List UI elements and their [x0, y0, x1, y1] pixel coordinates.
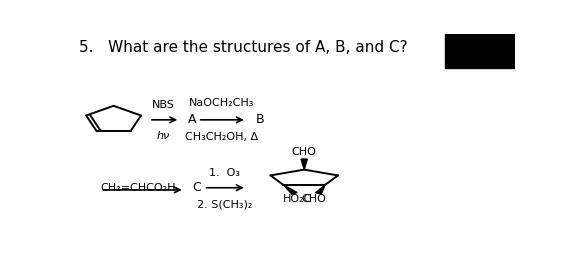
Text: hν: hν	[157, 131, 170, 141]
Text: B: B	[256, 113, 264, 126]
Polygon shape	[301, 159, 307, 170]
Text: 1.  O₃: 1. O₃	[209, 168, 240, 178]
Text: 5.   What are the structures of A, B, and C?: 5. What are the structures of A, B, and …	[80, 40, 408, 55]
Polygon shape	[316, 185, 325, 194]
Text: HO₂C: HO₂C	[283, 194, 312, 204]
Text: CH₃CH₂OH, Δ: CH₃CH₂OH, Δ	[185, 132, 258, 142]
Text: CHO: CHO	[301, 194, 326, 204]
Bar	[445, 34, 515, 68]
Text: A: A	[188, 113, 196, 126]
Text: 2. S(CH₃)₂: 2. S(CH₃)₂	[197, 200, 252, 210]
Text: NBS: NBS	[152, 100, 175, 110]
Text: NaOCH₂CH₃: NaOCH₂CH₃	[189, 98, 254, 108]
Text: CHO: CHO	[292, 147, 317, 157]
Text: C: C	[193, 181, 201, 194]
Polygon shape	[283, 185, 297, 194]
Text: CH₂=CHCO₂H: CH₂=CHCO₂H	[100, 183, 176, 193]
